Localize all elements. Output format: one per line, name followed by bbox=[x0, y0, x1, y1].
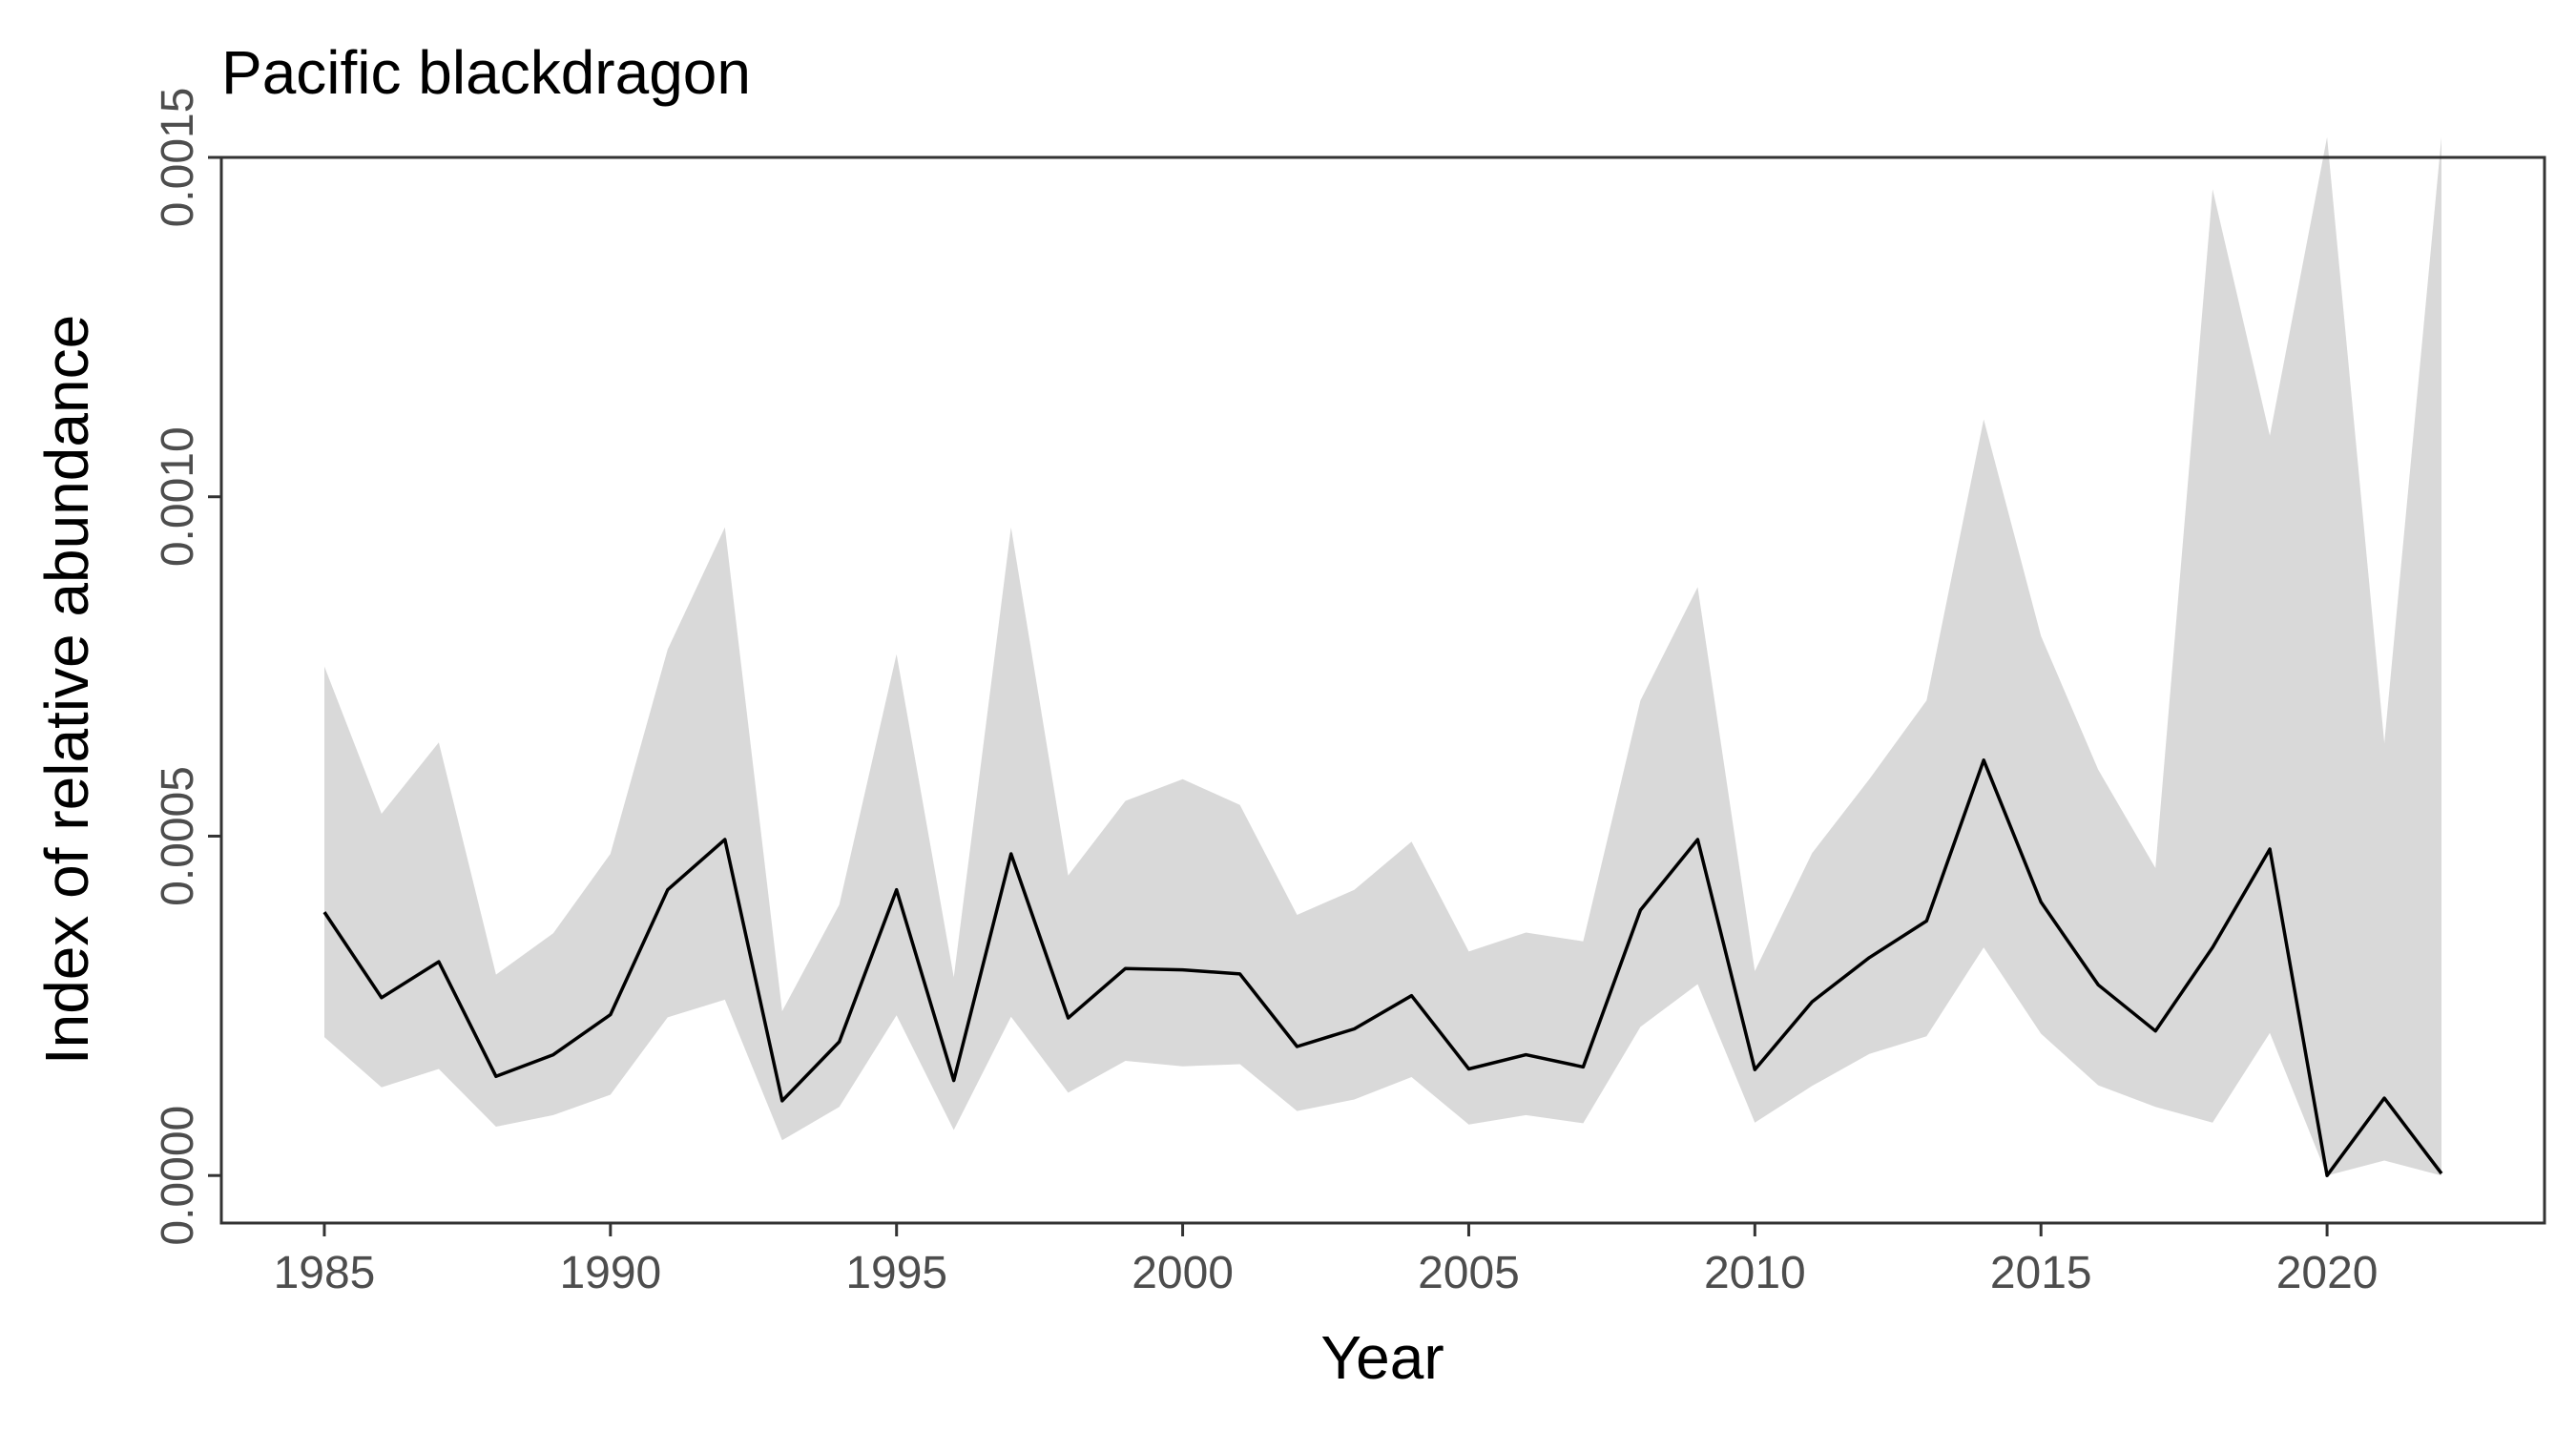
x-axis: 1985 1990 1995 2000 2005 2010 2015 2020 bbox=[274, 1223, 2379, 1298]
y-axis: 0.0000 0.0005 0.0010 0.0015 bbox=[153, 88, 221, 1246]
x-tick-label-1995: 1995 bbox=[845, 1248, 947, 1298]
y-tick-label-0.0005: 0.0005 bbox=[153, 766, 203, 906]
x-tick-label-2000: 2000 bbox=[1132, 1248, 1234, 1298]
x-tick-label-2010: 2010 bbox=[1704, 1248, 1806, 1298]
confidence-band bbox=[324, 136, 2441, 1176]
x-tick-label-1990: 1990 bbox=[559, 1248, 661, 1298]
x-tick-label-1985: 1985 bbox=[274, 1248, 376, 1298]
x-tick-label-2020: 2020 bbox=[2276, 1248, 2379, 1298]
plot-area bbox=[219, 136, 2546, 1225]
y-tick-label-0.0015: 0.0015 bbox=[153, 88, 203, 228]
series-line bbox=[322, 758, 2443, 1177]
x-axis-title: Year bbox=[1320, 1323, 1444, 1392]
chart-title: Pacific blackdragon bbox=[221, 38, 751, 107]
y-tick-label-0.0000: 0.0000 bbox=[153, 1106, 203, 1246]
plot-frame bbox=[219, 156, 2546, 1225]
x-tick-label-2015: 2015 bbox=[1990, 1248, 2092, 1298]
y-axis-title: Index of relative abundance bbox=[32, 315, 101, 1065]
y-tick-label-0.0010: 0.0010 bbox=[153, 426, 203, 567]
x-tick-label-2005: 2005 bbox=[1418, 1248, 1520, 1298]
